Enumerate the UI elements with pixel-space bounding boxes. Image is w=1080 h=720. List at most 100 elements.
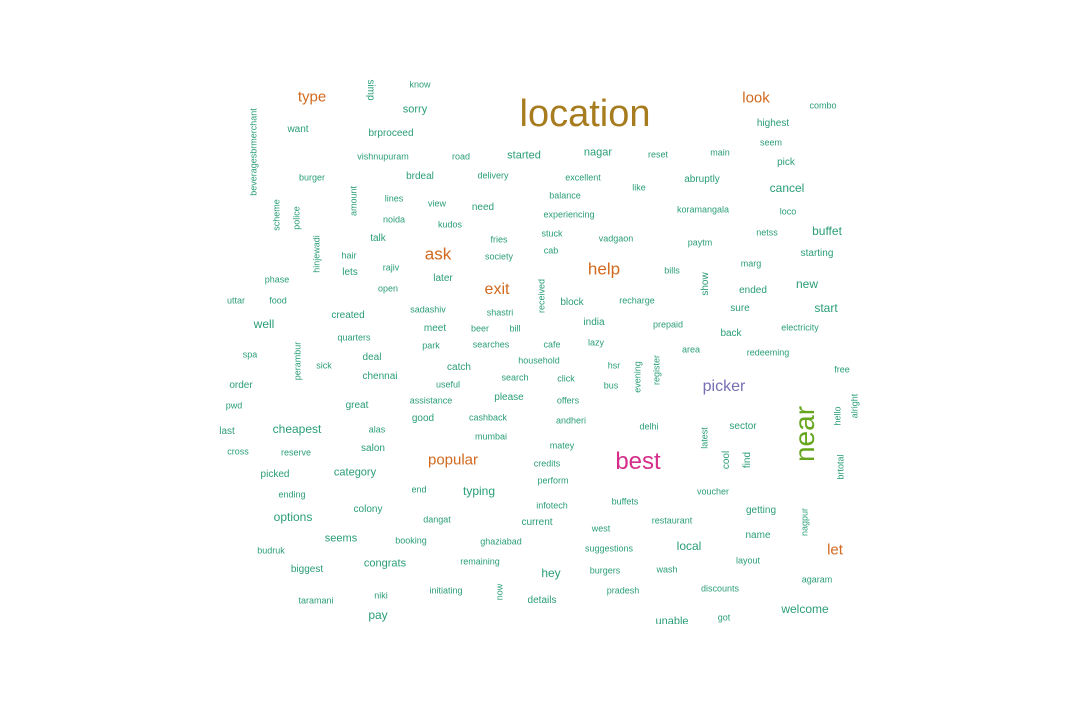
- cloud-word: assistance: [409, 395, 453, 406]
- cloud-word: experiencing: [543, 209, 595, 220]
- cloud-word: cab: [543, 245, 559, 256]
- cloud-word: scheme: [271, 199, 282, 231]
- cloud-word: good: [411, 413, 435, 424]
- cloud-word: india: [583, 317, 605, 328]
- cloud-word: koramangala: [676, 204, 730, 215]
- cloud-word: highest: [756, 118, 790, 129]
- cloud-word: cheapest: [272, 422, 322, 436]
- cloud-word: park: [422, 340, 440, 351]
- cloud-word: searches: [472, 339, 510, 350]
- cloud-word: spa: [242, 349, 258, 360]
- cloud-word: help: [587, 259, 621, 279]
- cloud-word: uttar: [226, 295, 246, 306]
- cloud-word: name: [745, 530, 771, 541]
- cloud-word: local: [676, 539, 702, 553]
- cloud-word: agaram: [801, 574, 833, 585]
- cloud-word: dangat: [423, 514, 451, 525]
- cloud-word: simp: [365, 79, 376, 101]
- cloud-word: start: [814, 301, 838, 315]
- cloud-word: phase: [264, 274, 290, 285]
- cloud-word: bus: [603, 380, 619, 391]
- cloud-word: sick: [316, 360, 332, 371]
- cloud-word: know: [409, 79, 431, 90]
- cloud-word: pwd: [225, 400, 243, 411]
- cloud-word: sure: [730, 303, 750, 314]
- cloud-word: best: [615, 448, 661, 475]
- cloud-word: cancel: [769, 181, 805, 195]
- cloud-word: recharge: [619, 295, 655, 306]
- cloud-word: look: [742, 89, 770, 107]
- cloud-word: mumbai: [474, 431, 508, 442]
- cloud-word: current: [521, 517, 553, 528]
- cloud-word: burger: [298, 172, 326, 183]
- cloud-word: evening: [632, 361, 643, 393]
- cloud-word: cashback: [468, 412, 508, 423]
- cloud-word: biggest: [290, 564, 324, 575]
- cloud-word: click: [557, 373, 575, 384]
- cloud-word: options: [273, 510, 313, 524]
- cloud-word: beveragesbrmerchant: [248, 108, 259, 196]
- cloud-word: household: [518, 355, 560, 366]
- cloud-word: colony: [353, 504, 383, 515]
- cloud-word: pay: [368, 608, 388, 622]
- cloud-word: shastri: [486, 307, 514, 318]
- cloud-word: credits: [533, 458, 561, 469]
- cloud-word: booking: [395, 535, 427, 546]
- cloud-word: show: [700, 272, 711, 296]
- cloud-word: new: [795, 277, 819, 291]
- cloud-word: burgers: [589, 565, 621, 576]
- cloud-word: well: [253, 317, 275, 331]
- cloud-word: redeeming: [746, 347, 790, 358]
- cloud-word: lets: [342, 267, 358, 278]
- cloud-word: discounts: [700, 583, 740, 594]
- cloud-word: please: [494, 392, 524, 403]
- cloud-word: ended: [739, 285, 767, 296]
- cloud-word: pradesh: [606, 585, 640, 596]
- cloud-word: find: [742, 451, 753, 469]
- cloud-word: stuck: [541, 228, 563, 239]
- cloud-word: paytm: [687, 237, 713, 248]
- cloud-word: meet: [423, 323, 447, 334]
- cloud-word: marg: [740, 258, 762, 269]
- cloud-word: offers: [556, 395, 580, 406]
- cloud-word: cool: [721, 450, 732, 470]
- cloud-word: bills: [664, 265, 680, 276]
- cloud-word: cafe: [543, 339, 561, 350]
- cloud-word: order: [229, 380, 253, 391]
- cloud-word: lines: [384, 193, 404, 204]
- cloud-word: catch: [447, 362, 471, 373]
- cloud-word: block: [560, 297, 584, 308]
- cloud-word: budruk: [257, 545, 285, 556]
- cloud-word: welcome: [781, 602, 829, 616]
- cloud-word: useful: [435, 379, 461, 390]
- cloud-word: near: [789, 405, 820, 463]
- cloud-word: talk: [370, 233, 386, 244]
- cloud-word: netss: [756, 227, 778, 238]
- cloud-word: latest: [699, 427, 710, 449]
- cloud-word: search: [501, 372, 529, 383]
- cloud-word: fries: [490, 234, 508, 245]
- cloud-word: vadgaon: [598, 233, 634, 244]
- cloud-word: infotech: [536, 500, 568, 511]
- cloud-word: view: [427, 198, 447, 209]
- cloud-word: layout: [735, 555, 761, 566]
- cloud-word: great: [345, 400, 369, 411]
- cloud-word: wash: [656, 564, 678, 575]
- cloud-word: prepaid: [652, 319, 684, 330]
- cloud-word: brproceed: [368, 128, 414, 139]
- cloud-word: sadashiv: [410, 304, 446, 315]
- cloud-word: reset: [647, 149, 669, 160]
- cloud-word: getting: [745, 505, 777, 516]
- word-cloud-area: location best near picker help ask exit popular…: [219, 79, 859, 624]
- cloud-word: unable: [655, 615, 689, 624]
- cloud-word: brdeal: [406, 171, 434, 182]
- cloud-word: vishnupuram: [357, 151, 409, 162]
- cloud-word: restaurant: [651, 515, 693, 526]
- cloud-word: register: [651, 354, 662, 386]
- cloud-word: bill: [509, 323, 521, 334]
- cloud-word: balance: [549, 190, 581, 201]
- cloud-word: ghaziabad: [480, 536, 522, 547]
- cloud-word: pick: [777, 157, 795, 168]
- cloud-word: chennai: [362, 371, 398, 382]
- cloud-word: ask: [424, 244, 452, 264]
